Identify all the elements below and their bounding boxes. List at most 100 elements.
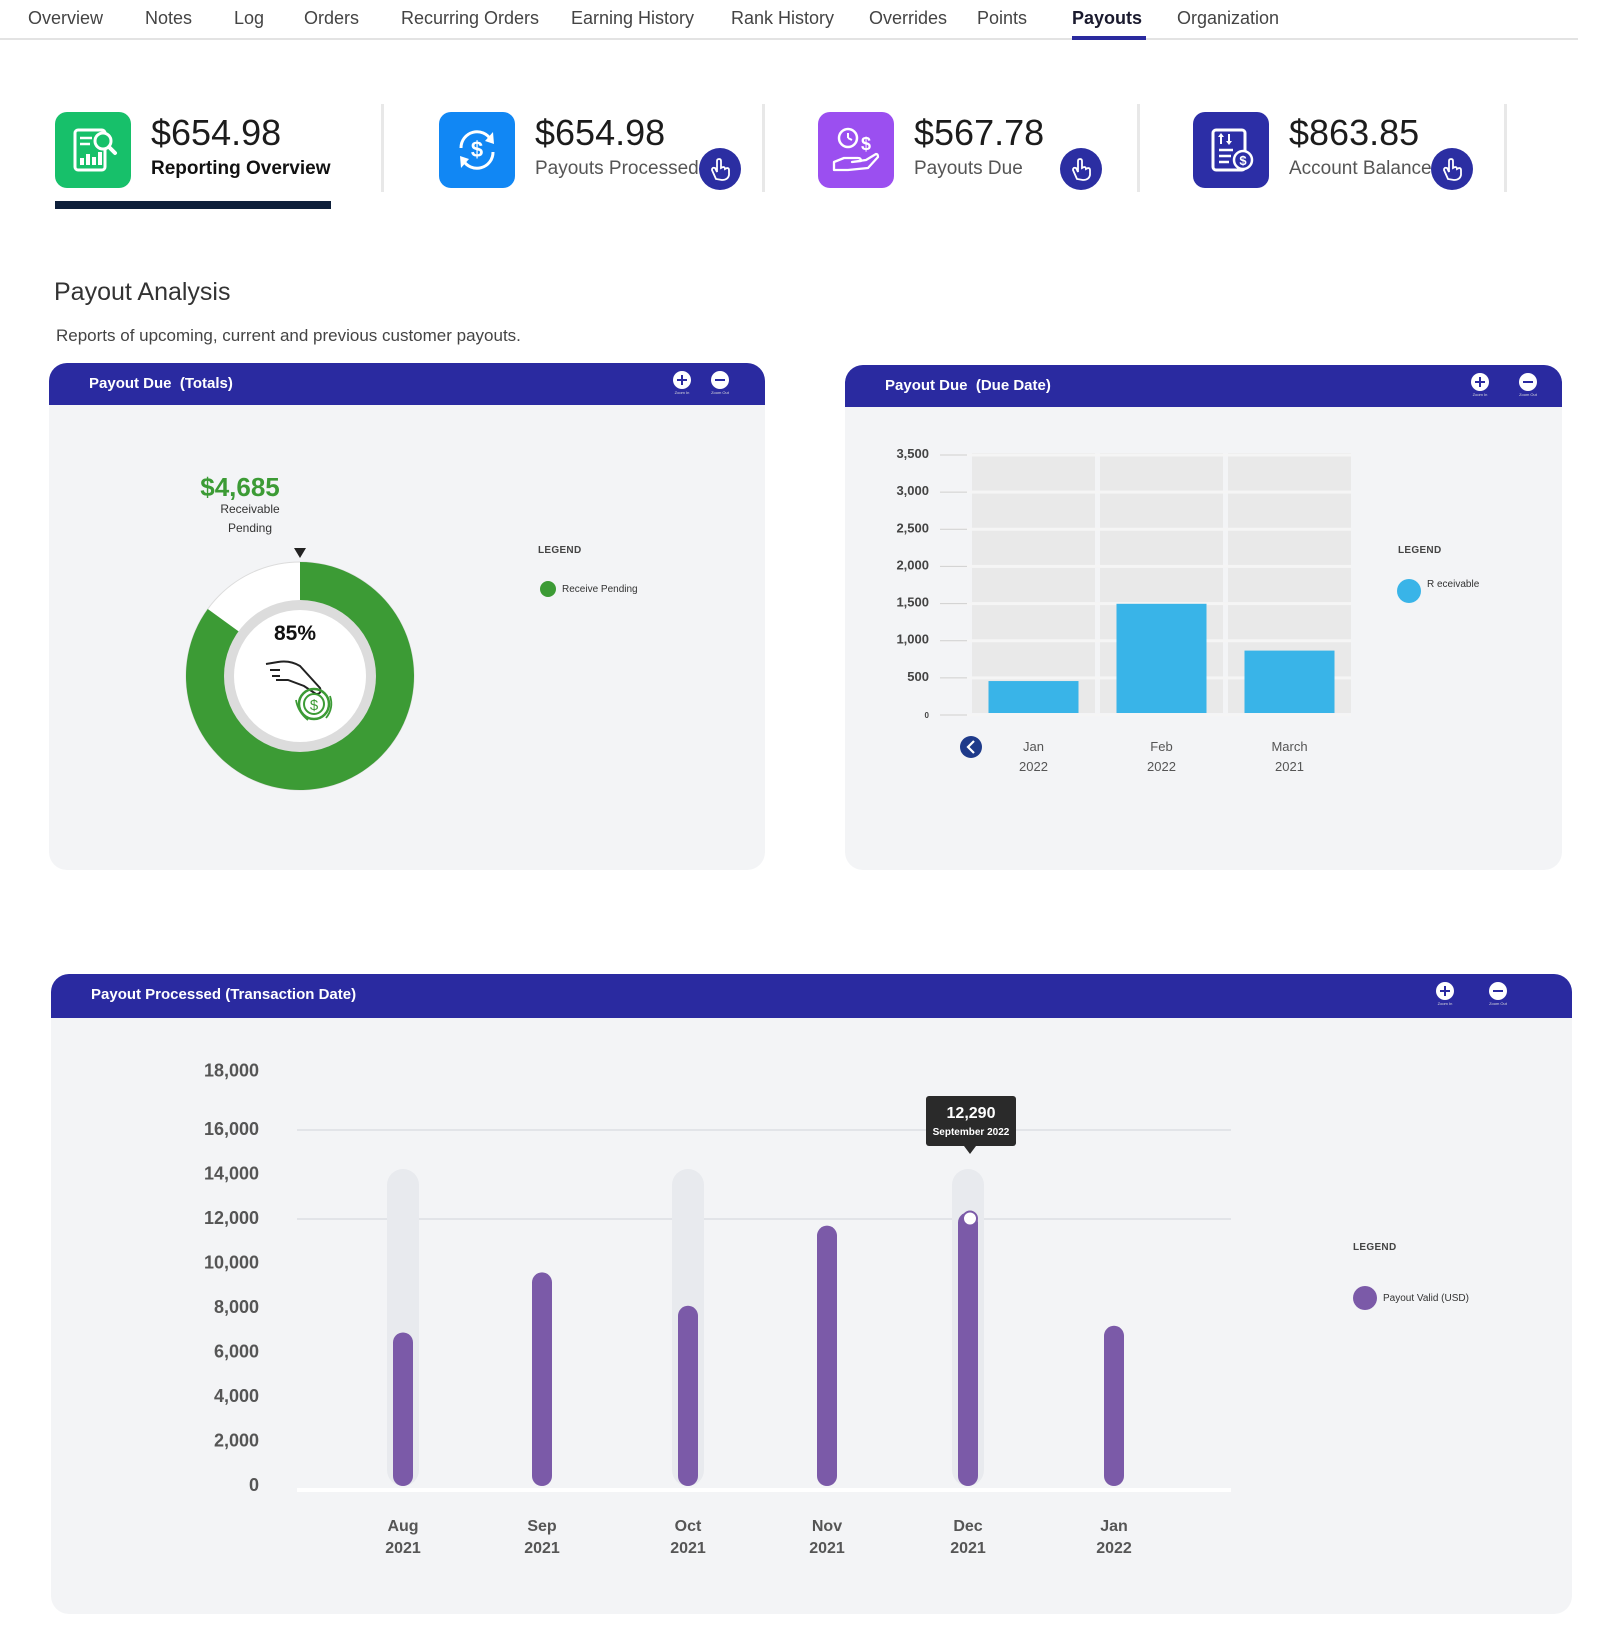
zoom-in-button[interactable]: Zoom In (1434, 982, 1456, 1010)
panel-title: Payout Due (Totals) (89, 375, 233, 392)
y-tick-label: 16,000 (204, 1119, 259, 1139)
stat-amount: $654.98 (535, 112, 666, 153)
plus-icon (673, 371, 691, 389)
y-tick-label: 0 (249, 1475, 259, 1495)
x-tick-label: 2021 (1275, 759, 1304, 774)
legend-title: LEGEND (538, 545, 582, 556)
top-nav: Overview Notes Log Orders Recurring Orde… (0, 0, 1578, 40)
bar (958, 1212, 978, 1486)
clock-hand-dollar-icon: $ (818, 112, 894, 188)
tab-payouts[interactable]: Payouts (1072, 8, 1147, 40)
y-tick-label: 2,000 (896, 557, 929, 572)
tab-organization[interactable]: Organization (1177, 8, 1280, 28)
bar-column-background (972, 453, 1095, 713)
y-tick-label: 14,000 (204, 1164, 259, 1184)
bar (817, 1225, 837, 1486)
y-tick-label: 1,000 (896, 632, 929, 647)
zoom-out-label: Zoom Out (1519, 392, 1537, 397)
zoom-out-button[interactable]: Zoom Out (1517, 373, 1539, 401)
panel-payout-due-date: Payout Due (Due Date) Zoom In Zoom Out 0… (845, 365, 1562, 870)
x-tick-label: 2021 (524, 1540, 560, 1557)
minus-icon (711, 371, 729, 389)
prev-button (960, 736, 982, 758)
x-tick-label: Feb (1150, 739, 1172, 754)
legend-label: Payout Valid (USD) (1383, 1292, 1469, 1304)
legend-item: Receive Pending (540, 581, 638, 597)
zoom-in-button[interactable]: Zoom In (1469, 373, 1491, 401)
stat-label: Payouts Processed (535, 158, 699, 179)
svg-text:$: $ (471, 137, 483, 162)
x-tick-label: 2022 (1019, 759, 1048, 774)
bar-chart-processed: 0 2,000 4,000 6,000 8,000 10,000 12,000 14,000 1… (204, 1061, 1231, 1557)
bar-hover-marker (962, 1210, 978, 1227)
zoom-out-label: Zoom Out (1489, 1001, 1507, 1006)
x-tick-label: 2022 (1096, 1540, 1132, 1557)
tab-orders[interactable]: Orders (304, 8, 360, 28)
donut-caption-line1: Receivable (220, 502, 280, 516)
zoom-out-button[interactable]: Zoom Out (709, 371, 731, 399)
divider (381, 104, 384, 192)
dollar-cycle-icon: $ (439, 112, 515, 188)
x-tick-label: 2021 (809, 1540, 845, 1557)
tab-overrides[interactable]: Overrides (869, 8, 948, 28)
zoom-in-label: Zoom In (674, 390, 690, 395)
stat-card-payouts-processed[interactable]: $ $654.98 Payouts Processed (439, 110, 741, 210)
tab-rank-history[interactable]: Rank History (731, 8, 835, 28)
stat-amount: $567.78 (914, 112, 1045, 153)
divider (1504, 104, 1507, 192)
chevron-left-icon[interactable] (960, 736, 982, 758)
tab-notes[interactable]: Notes (145, 8, 193, 28)
stat-card-account-balance[interactable]: $ $863.85 Account Balance (1193, 110, 1493, 210)
svg-text:$: $ (861, 134, 871, 154)
y-tick-label: 8,000 (214, 1297, 259, 1317)
y-tick-label: 12,000 (204, 1208, 259, 1228)
legend-item: Payout Valid (USD) (1353, 1286, 1469, 1310)
svg-text:$: $ (310, 697, 319, 714)
x-tick-label: Dec (953, 1518, 982, 1535)
y-tick-label: 18,000 (204, 1061, 259, 1081)
x-tick-label: Jan (1100, 1518, 1128, 1535)
stat-card-reporting-overview[interactable]: $654.98 Reporting Overview (55, 110, 355, 210)
y-tick-label: 2,000 (214, 1431, 259, 1451)
legend-label: Receive Pending (562, 583, 638, 595)
panel-title: Payout Due (Due Date) (885, 377, 1051, 394)
hand-pointer-icon[interactable] (1431, 148, 1473, 190)
y-tick-label: 0 (925, 711, 930, 720)
bar (393, 1332, 413, 1486)
tooltip-label: September 2022 (933, 1127, 1010, 1138)
x-tick-label: 2021 (950, 1540, 986, 1557)
bar (1244, 650, 1335, 713)
x-tick-label: Oct (675, 1518, 702, 1535)
zoom-out-button[interactable]: Zoom Out (1487, 982, 1509, 1010)
bar (532, 1272, 552, 1486)
tab-log[interactable]: Log (234, 8, 265, 28)
y-tick-label: 500 (907, 669, 929, 684)
y-tick-label: 2,500 (896, 520, 929, 535)
hand-pointer-icon[interactable] (699, 148, 741, 190)
x-tick-label: 2021 (670, 1540, 706, 1557)
zoom-in-button[interactable]: Zoom In (671, 371, 693, 399)
tooltip: 12,290 September 2022 (926, 1096, 1016, 1154)
bar (1104, 1325, 1124, 1486)
panel-header: Payout Due (Totals) Zoom In Zoom Out (49, 363, 765, 405)
legend-label: R eceivable (1427, 579, 1480, 590)
legend-title: LEGEND (1398, 545, 1442, 556)
x-tick-label: Aug (387, 1518, 418, 1535)
donut-chart: $ (185, 561, 415, 791)
tab-recurring-orders[interactable]: Recurring Orders (401, 8, 540, 28)
stat-label: Account Balance (1289, 158, 1432, 179)
tab-points[interactable]: Points (977, 8, 1028, 28)
tab-overview[interactable]: Overview (28, 8, 104, 28)
panel-title: Payout Processed (Transaction Date) (91, 986, 357, 1003)
stat-card-payouts-due[interactable]: $ $567.78 Payouts Due (818, 110, 1118, 210)
legend-swatch (1397, 579, 1421, 603)
tooltip-box (926, 1096, 1016, 1146)
hand-coin-icon: $ (265, 660, 333, 721)
y-tick-label: 3,500 (896, 446, 929, 461)
hand-pointer-icon[interactable] (1060, 148, 1102, 190)
x-tick-label: Sep (527, 1518, 557, 1535)
tab-earning-history[interactable]: Earning History (571, 8, 695, 28)
plus-icon (1471, 373, 1489, 391)
x-tick-label: March (1271, 739, 1307, 754)
bar (988, 681, 1079, 713)
